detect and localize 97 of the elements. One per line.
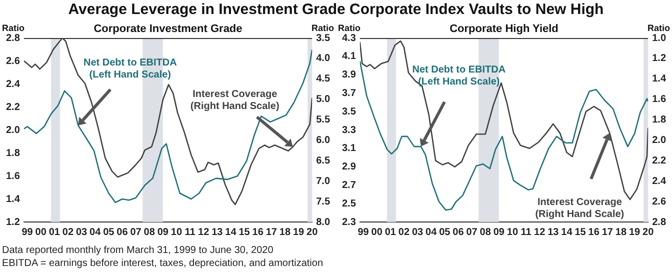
x-tick-label: 16: [252, 226, 264, 238]
y2-tick-label: 2.8: [652, 216, 666, 228]
y-tick-label: 2.9: [342, 162, 356, 173]
x-tick-label: 08: [480, 226, 492, 238]
x-tick-label: 17: [602, 226, 614, 238]
x-tick-label: 15: [238, 226, 250, 238]
x-tick-label: 10: [170, 226, 182, 238]
x-tick-label: 03: [412, 226, 424, 238]
x-tick-label: 02: [62, 226, 74, 238]
text: EBITDA = earnings before interest, taxes, depreciation, and amortization: [2, 257, 324, 270]
y2-tick-label: 8.0: [316, 216, 330, 228]
y-tick-label: 3.9: [342, 70, 356, 81]
x-tick-label: 19: [628, 226, 641, 238]
x-tick-label: 20: [306, 226, 318, 238]
x-tick-label: 09: [157, 226, 169, 238]
chart-subtitle: Corporate Investment Grade: [94, 23, 242, 35]
x-tick-label: 04: [426, 226, 438, 238]
y2-tick-label: 7.5: [316, 196, 330, 208]
y2-tick-label: 1.6: [652, 94, 666, 106]
x-tick-label: 18: [279, 226, 291, 238]
x-tick-label: 07: [466, 226, 478, 238]
chart-title: Average Leverage in Investment Grade Corporate Index Vaults to New High: [67, 0, 605, 20]
y-tick-label: 2.7: [342, 180, 356, 191]
y2-axis-title: Ratio: [648, 23, 670, 33]
y-tick-label: 2.2: [6, 102, 20, 113]
x-tick-label: 11: [520, 226, 532, 238]
y-tick-label: 3.1: [342, 143, 356, 154]
y-tick-label: 1.6: [6, 170, 20, 182]
series-label: Interest Coverage (Right Hand Scale): [535, 197, 624, 220]
y2-tick-label: 2.0: [652, 134, 666, 146]
x-tick-label: 11: [184, 226, 196, 238]
x-tick-label: 15: [574, 226, 586, 238]
x-tick-label: 04: [90, 226, 102, 238]
x-tick-label: 13: [212, 226, 224, 238]
y2-tick-label: 2.6: [652, 196, 666, 208]
text: Net Debt to EBITDA (Left Hand Scale): [412, 64, 506, 88]
y-tick-label: 2.6: [6, 56, 20, 67]
x-tick-label: 05: [439, 226, 451, 238]
x-tick-label: 06: [452, 226, 464, 238]
y-tick-label: 2.0: [6, 124, 20, 136]
x-tick-label: 99: [358, 226, 370, 238]
x-tick-label: 02: [398, 226, 410, 238]
y2-tick-label: 4.5: [316, 74, 330, 85]
y2-tick-label: 1.8: [652, 114, 666, 126]
x-tick-label: 00: [371, 226, 383, 238]
x-tick-label: 14: [561, 226, 573, 238]
x-tick-label: 07: [130, 226, 142, 238]
y2-tick-label: 6.5: [316, 155, 330, 166]
text: Net Debt to EBITDA (Left Hand Scale): [83, 57, 177, 80]
x-tick-label: 03: [76, 226, 88, 238]
x-tick-label: 13: [548, 226, 560, 238]
y-tick-label: 2.3: [342, 216, 356, 228]
y2-tick-label: 1.2: [652, 53, 666, 64]
x-tick-label: 14: [225, 226, 237, 238]
y2-tick-label: 2.4: [652, 176, 666, 187]
x-tick-label: 09: [493, 226, 505, 238]
x-tick-label: 05: [103, 226, 115, 238]
y2-tick-label: 5.5: [316, 114, 330, 126]
y-tick-label: 1.8: [6, 148, 20, 159]
y2-tick-label: 4.0: [316, 53, 330, 64]
y2-tick-label: 1.0: [652, 32, 666, 44]
y2-tick-label: 3.5: [316, 32, 330, 44]
y2-tick-label: 1.4: [652, 74, 666, 85]
x-tick-label: 19: [292, 226, 305, 238]
y2-tick-label: 7.0: [316, 176, 330, 187]
y2-axis-title: Ratio: [312, 23, 334, 33]
y2-tick-label: 2.2: [652, 155, 666, 166]
y-axis-title: Ratio: [2, 23, 25, 33]
y-tick-label: 3.5: [342, 106, 356, 118]
text: Data reported monthly from March 31, 1999 to June 30, 2020: [2, 244, 274, 257]
y-tick-label: 4.1: [342, 51, 356, 62]
y2-tick-label: 6.0: [316, 134, 330, 146]
x-tick-label: 12: [534, 226, 546, 238]
y-tick-label: 1.2: [6, 216, 20, 228]
x-tick-label: 17: [266, 226, 278, 238]
y-tick-label: 3.7: [342, 88, 356, 99]
y-tick-label: 2.5: [342, 198, 356, 210]
x-tick-label: 16: [588, 226, 600, 238]
x-tick-label: 08: [144, 226, 156, 238]
y-tick-label: 2.4: [6, 78, 20, 90]
x-tick-label: 12: [198, 226, 210, 238]
x-tick-label: 20: [642, 226, 654, 238]
y-tick-label: 1.4: [6, 194, 20, 205]
x-tick-label: 10: [506, 226, 518, 238]
y-axis-title: Ratio: [338, 23, 361, 33]
chart-subtitle: Corporate High Yield: [450, 23, 558, 35]
y2-tick-label: 5.0: [316, 94, 330, 106]
x-tick-label: 00: [35, 226, 47, 238]
x-tick-label: 01: [48, 226, 60, 238]
x-tick-label: 18: [615, 226, 627, 238]
y-tick-label: 4.3: [342, 32, 356, 44]
x-tick-label: 06: [116, 226, 128, 238]
y-tick-label: 3.3: [342, 124, 356, 136]
x-tick-label: 01: [384, 226, 396, 238]
x-tick-label: 99: [22, 226, 34, 238]
series-label: Interest Coverage (Right Hand Scale): [190, 88, 280, 112]
y-tick-label: 2.8: [6, 32, 20, 44]
